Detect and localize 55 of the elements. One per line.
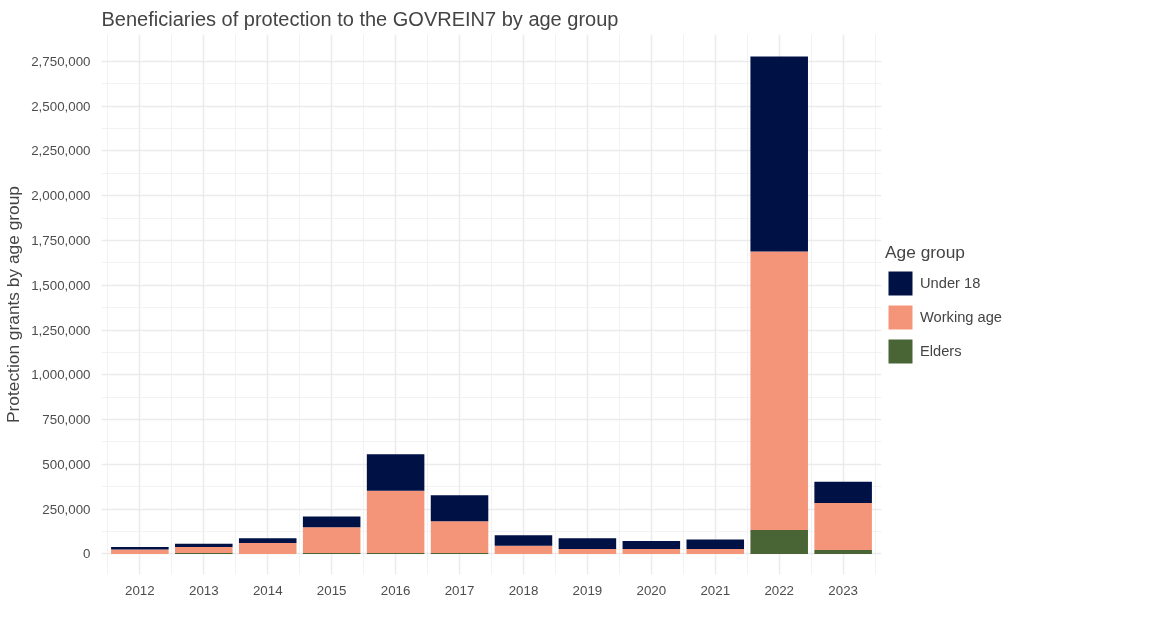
y-tick-label: 2,250,000 <box>31 143 91 159</box>
x-tick-label: 2019 <box>572 582 603 598</box>
chart-title: Beneficiaries of protection to the GOVREIN7 by age group <box>101 7 619 30</box>
bar <box>430 495 489 522</box>
y-tick-label: 0 <box>83 546 91 562</box>
bar <box>750 251 808 531</box>
bar <box>302 527 361 554</box>
bar <box>175 547 233 554</box>
y-tick-label: 1,000,000 <box>31 367 91 383</box>
bar <box>175 543 233 548</box>
y-tick-label: 2,750,000 <box>31 53 91 69</box>
bar <box>430 521 489 554</box>
y-tick-label: 500,000 <box>42 456 91 472</box>
bar <box>111 549 169 554</box>
y-tick-label: 250,000 <box>42 501 91 517</box>
bar <box>750 530 808 554</box>
x-tick-label: 2017 <box>444 582 475 598</box>
bar <box>558 549 617 554</box>
y-tick-label: 2,500,000 <box>31 98 91 114</box>
x-tick-label: 2021 <box>700 582 731 598</box>
x-tick-label: 2016 <box>380 582 411 598</box>
bar <box>814 549 872 554</box>
bar <box>814 503 872 550</box>
bar <box>366 490 425 554</box>
legend-title: Age group <box>885 242 966 263</box>
bar <box>686 539 745 550</box>
bar <box>558 538 617 550</box>
x-tick-label: 2015 <box>316 582 347 598</box>
legend-label: Under 18 <box>920 275 981 291</box>
y-tick-label: 1,250,000 <box>31 322 91 338</box>
bar <box>622 549 681 554</box>
bar <box>622 541 681 550</box>
y-tick-label: 750,000 <box>42 412 91 428</box>
x-tick-label: 2013 <box>188 582 219 598</box>
x-tick-label: 2022 <box>764 582 795 598</box>
x-tick-label: 2020 <box>636 582 667 598</box>
y-tick-label: 2,000,000 <box>31 188 91 204</box>
y-tick-label: 1,750,000 <box>31 232 91 248</box>
y-axis-title: Protection grants by age group <box>3 186 24 423</box>
bar <box>366 454 425 491</box>
bar <box>814 481 872 504</box>
bar <box>238 542 297 554</box>
legend-label: Elders <box>920 343 962 359</box>
legend-label: Working age <box>920 309 1003 325</box>
bar <box>750 56 808 252</box>
bar <box>494 535 553 546</box>
x-tick-label: 2012 <box>125 582 155 598</box>
x-tick-label: 2023 <box>828 582 858 598</box>
bar <box>494 545 553 554</box>
x-tick-label: 2014 <box>252 582 284 598</box>
y-tick-label: 1,500,000 <box>31 277 91 293</box>
x-tick-label: 2018 <box>508 582 539 598</box>
bar <box>302 516 361 528</box>
bar <box>686 549 745 554</box>
bar <box>238 538 297 543</box>
